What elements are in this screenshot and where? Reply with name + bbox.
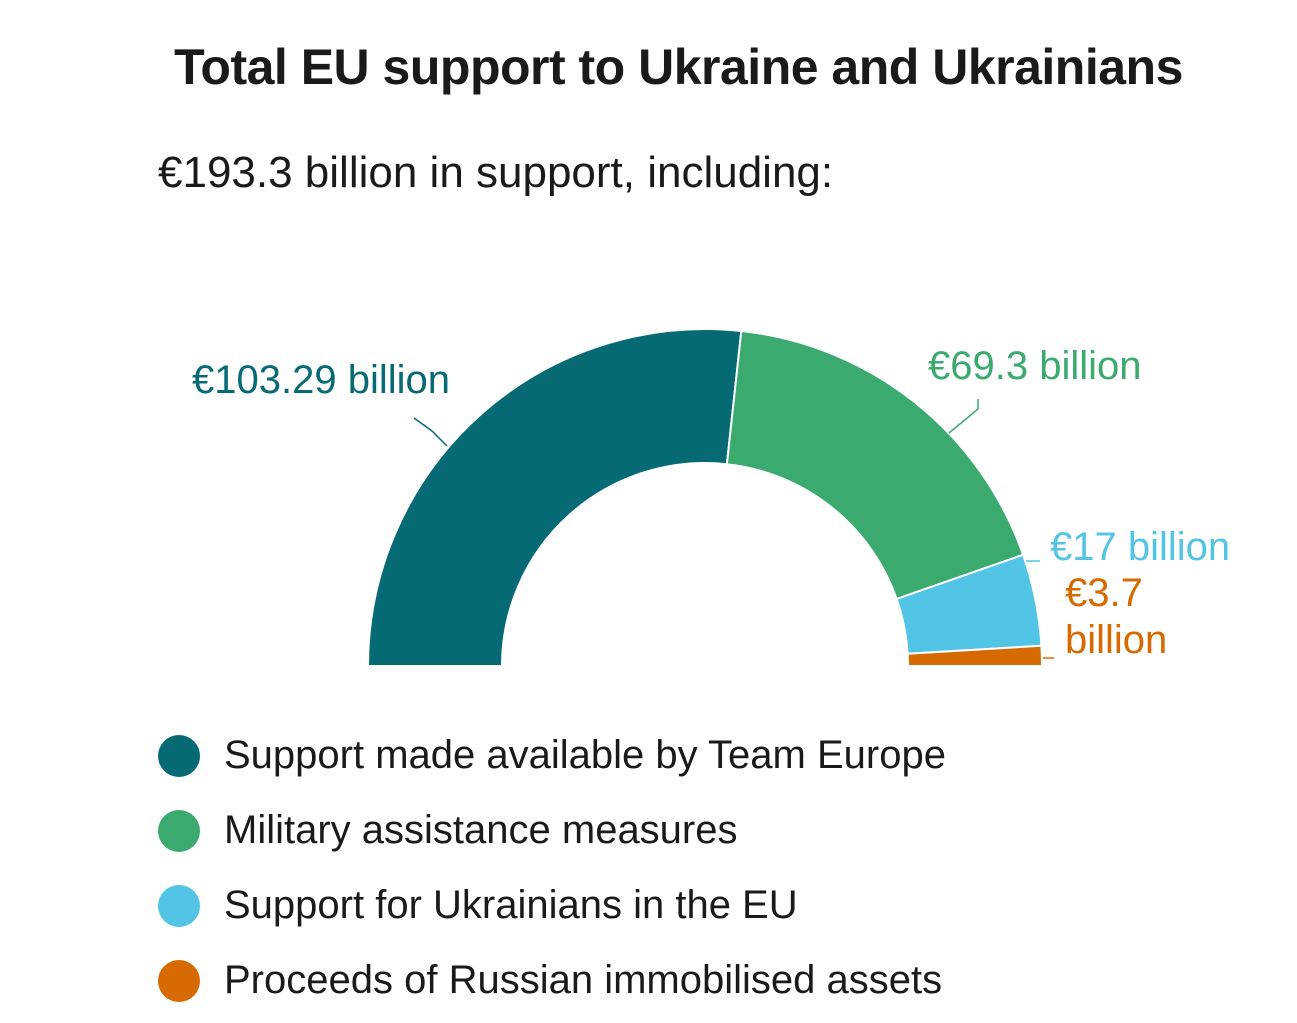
donut-slice [366,328,743,667]
legend-label: Support made available by Team Europe [224,733,946,777]
chart-subtitle: €193.3 billion in support, including: [158,148,834,197]
legend-swatch [158,809,200,852]
donut-slice [725,329,1025,601]
data-label: €103.29 billion [192,358,450,402]
legend-item: Support made available by Team Europe [158,718,946,793]
donut-slice [906,644,1044,667]
legend-swatch [158,959,200,1002]
chart-title: Total EU support to Ukraine and Ukrainia… [174,39,1183,95]
legend: Support made available by Team Europe Mi… [158,718,946,1018]
leader-line [948,399,979,434]
data-label: €17 billion [1050,525,1230,569]
legend-label: Support for Ukrainians in the EU [224,883,798,927]
half-donut-chart: €103.29 billion €69.3 billion €17 billion€… [192,328,1230,667]
legend-label: Proceeds of Russian immobilised assets [224,958,943,1002]
data-label: €3.7 billion [1065,571,1167,662]
legend-item: Support for Ukrainians in the EU [158,868,946,943]
legend-label: Military assistance measures [224,808,738,852]
legend-item: Military assistance measures [158,793,946,868]
leader-line [413,417,448,447]
data-label: €69.3 billion [928,344,1142,388]
legend-swatch [158,734,200,777]
legend-swatch [158,884,200,927]
legend-item: Proceeds of Russian immobilised assets [158,943,946,1018]
